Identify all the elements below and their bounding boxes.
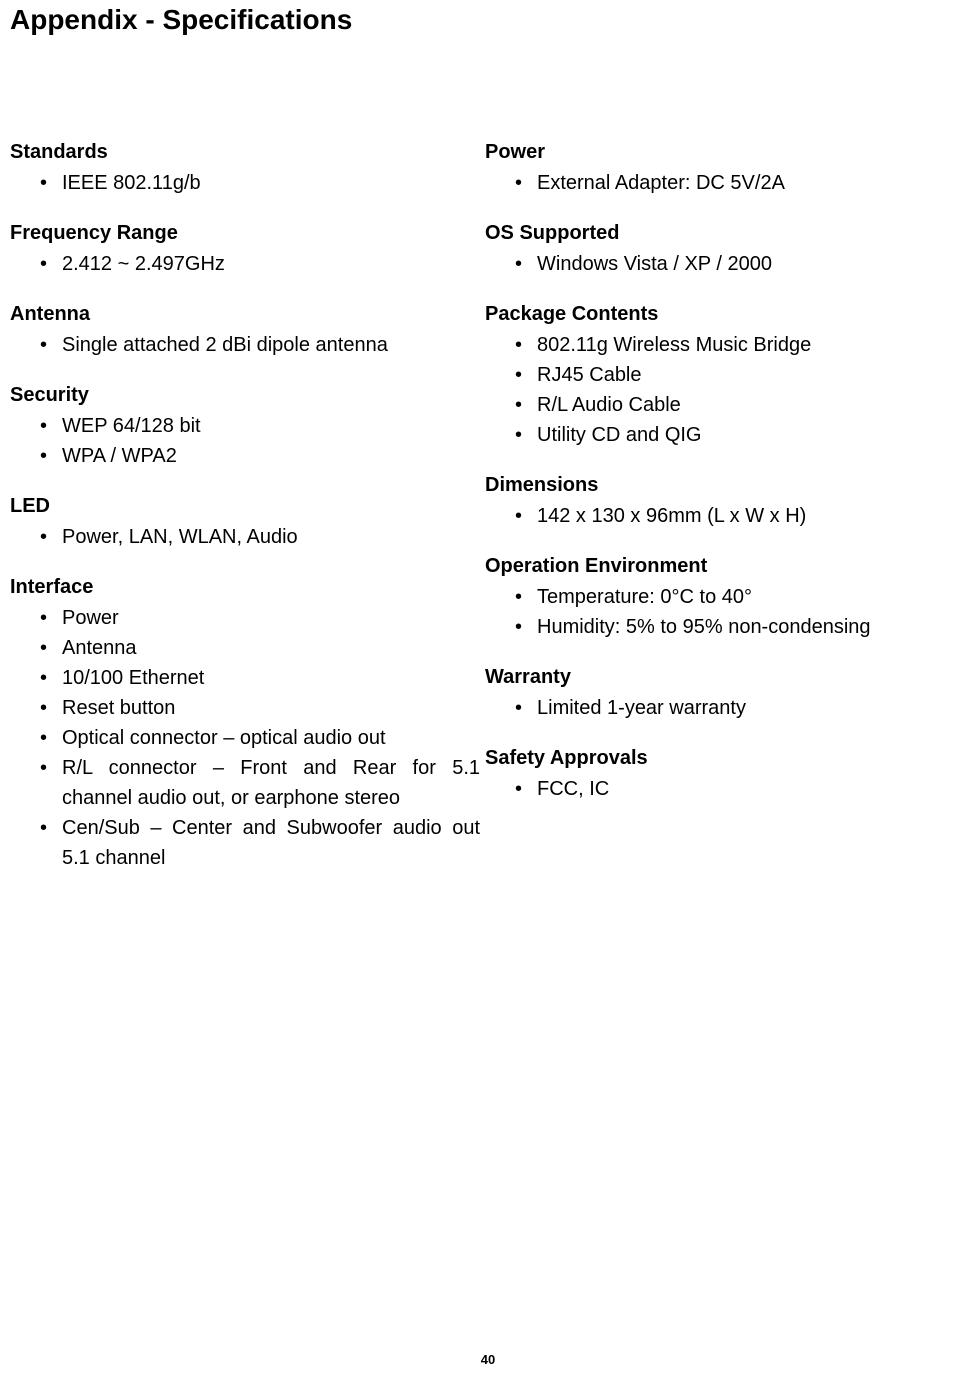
section-heading: Frequency Range [10,222,480,245]
columns-container: Standards IEEE 802.11g/b Frequency Range 2.… [10,141,966,897]
bullet-list: Power, LAN, WLAN, Audio [10,522,480,552]
spec-section: Frequency Range 2.412 ~ 2.497GHz [10,222,480,279]
bullet-item: Windows Vista / XP / 2000 [515,249,976,279]
bullet-list: Single attached 2 dBi dipole antenna [10,330,480,360]
bullet-item: Optical connector – optical audio out [40,723,480,753]
page-number: 40 [481,1352,495,1367]
spec-section: Dimensions 142 x 130 x 96mm (L x W x H) [485,474,976,531]
bullet-item: IEEE 802.11g/b [40,168,480,198]
bullet-item: 142 x 130 x 96mm (L x W x H) [515,501,976,531]
bullet-item: Temperature: 0°C to 40° [515,582,976,612]
bullet-item: Antenna [40,633,480,663]
bullet-list: 2.412 ~ 2.497GHz [10,249,480,279]
spec-section: Standards IEEE 802.11g/b [10,141,480,198]
section-heading: Standards [10,141,480,164]
section-heading: OS Supported [485,222,976,245]
section-heading: Warranty [485,666,976,689]
bullet-item: 10/100 Ethernet [40,663,480,693]
section-heading: Operation Environment [485,555,976,578]
spec-section: Power External Adapter: DC 5V/2A [485,141,976,198]
spec-section: Antenna Single attached 2 dBi dipole ante… [10,303,480,360]
bullet-item: Humidity: 5% to 95% non-condensing [515,612,976,642]
section-heading: Power [485,141,976,164]
bullet-item: R/L connector – Front and Rear for 5.1 c… [40,753,480,813]
spec-section: LED Power, LAN, WLAN, Audio [10,495,480,552]
bullet-item: R/L Audio Cable [515,390,976,420]
bullet-list: WEP 64/128 bitWPA / WPA2 [10,411,480,471]
bullet-item: 802.11g Wireless Music Bridge [515,330,976,360]
spec-section: OS Supported Windows Vista / XP / 2000 [485,222,976,279]
bullet-item: Reset button [40,693,480,723]
bullet-list: IEEE 802.11g/b [10,168,480,198]
bullet-item: Power, LAN, WLAN, Audio [40,522,480,552]
section-heading: Antenna [10,303,480,326]
section-heading: Package Contents [485,303,976,326]
spec-section: Operation Environment Temperature: 0°C to… [485,555,976,642]
bullet-list: External Adapter: DC 5V/2A [485,168,976,198]
left-column: Standards IEEE 802.11g/b Frequency Range 2.… [10,141,480,897]
bullet-list: Windows Vista / XP / 2000 [485,249,976,279]
bullet-item: Single attached 2 dBi dipole antenna [40,330,480,360]
bullet-list: FCC, IC [485,774,976,804]
section-heading: LED [10,495,480,518]
bullet-item: RJ45 Cable [515,360,976,390]
page-title: Appendix - Specifications [10,4,966,36]
section-heading: Interface [10,576,480,599]
bullet-list: Temperature: 0°C to 40°Humidity: 5% to 9… [485,582,976,642]
bullet-item: 2.412 ~ 2.497GHz [40,249,480,279]
bullet-item: External Adapter: DC 5V/2A [515,168,976,198]
right-column: Power External Adapter: DC 5V/2A OS Suppor… [485,141,976,897]
spec-section: Interface PowerAntenna10/100 EthernetRese… [10,576,480,873]
spec-section: Security WEP 64/128 bitWPA / WPA2 [10,384,480,471]
bullet-item: WEP 64/128 bit [40,411,480,441]
bullet-list: 802.11g Wireless Music BridgeRJ45 CableR… [485,330,976,450]
bullet-item: WPA / WPA2 [40,441,480,471]
bullet-item: Utility CD and QIG [515,420,976,450]
section-heading: Safety Approvals [485,747,976,770]
bullet-item: Power [40,603,480,633]
bullet-list: Limited 1-year warranty [485,693,976,723]
bullet-list: PowerAntenna10/100 EthernetReset buttonO… [10,603,480,873]
section-heading: Dimensions [485,474,976,497]
section-heading: Security [10,384,480,407]
spec-section: Safety Approvals FCC, IC [485,747,976,804]
spec-section: Warranty Limited 1-year warranty [485,666,976,723]
bullet-item: FCC, IC [515,774,976,804]
spec-section: Package Contents 802.11g Wireless Music B… [485,303,976,450]
bullet-item: Limited 1-year warranty [515,693,976,723]
bullet-list: 142 x 130 x 96mm (L x W x H) [485,501,976,531]
bullet-item: Cen/Sub – Center and Subwoofer audio out… [40,813,480,873]
